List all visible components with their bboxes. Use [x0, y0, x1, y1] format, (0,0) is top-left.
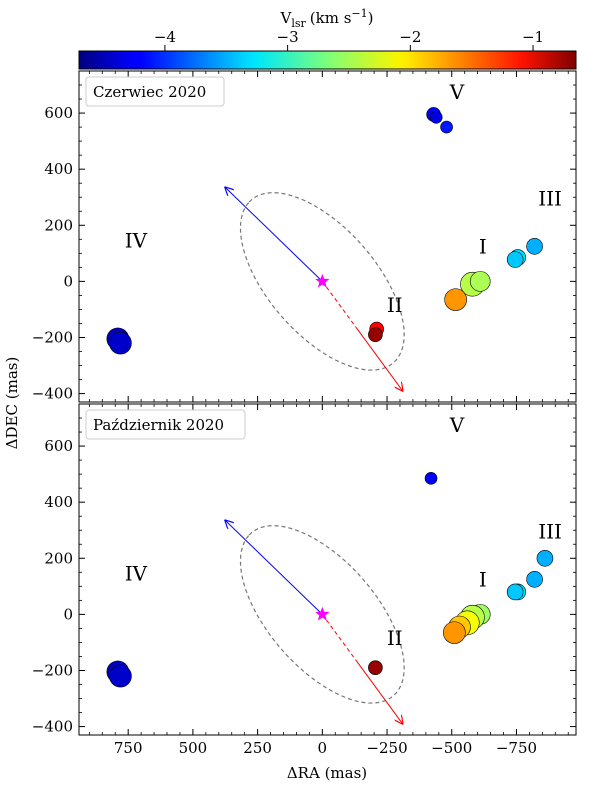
y-tick-label: −200	[32, 328, 73, 346]
colorbar-ticks: −4 −3 −2 −1	[154, 28, 544, 51]
y-tick-label: −400	[32, 385, 73, 403]
colorbar-tick-label: −3	[277, 28, 299, 46]
group-label: V	[449, 413, 465, 437]
maser-spot	[109, 664, 132, 688]
outflow-arrow-red	[355, 660, 403, 723]
y-tick-label: 0	[63, 272, 73, 290]
y-tick-label: 600	[44, 104, 73, 122]
y-tick-label: 400	[44, 493, 73, 511]
disk-ellipse	[239, 192, 405, 371]
y-tick-label: −400	[32, 718, 73, 736]
maser-spot	[536, 549, 554, 567]
maser-spot	[368, 327, 383, 342]
group-label: III	[538, 520, 562, 544]
maser-spot	[368, 660, 383, 675]
x-tick-label: 250	[243, 739, 272, 757]
maser-spot	[109, 331, 132, 355]
maser-spot	[429, 110, 443, 124]
outflow-arrow-red-dashed	[321, 614, 357, 661]
colorbar-tick-label: −1	[522, 28, 544, 46]
outflow-arrow-red	[355, 327, 403, 390]
y-tick-label: 600	[44, 437, 73, 455]
y-tick-label: 0	[63, 605, 73, 623]
group-label: V	[449, 80, 465, 104]
group-label: I	[479, 567, 487, 591]
center-star	[315, 606, 330, 621]
maser-spot	[424, 472, 438, 485]
maser-spot	[506, 583, 524, 601]
y-tick-label: 400	[44, 160, 73, 178]
group-label: III	[538, 187, 562, 211]
legend-label: Czerwiec 2020	[93, 83, 206, 101]
x-tick-label: 500	[179, 739, 208, 757]
x-axis-label: ΔRA (mas)	[287, 764, 367, 782]
disk-ellipse	[239, 525, 405, 704]
legend-box: Czerwiec 2020	[85, 76, 225, 107]
maser-spot	[526, 238, 543, 255]
panel-frame	[78, 70, 577, 403]
group-label: I	[479, 234, 487, 258]
x-tick-label: −750	[496, 739, 537, 757]
outflow-arrow-red-dashed	[321, 281, 357, 328]
maser-spot	[469, 271, 491, 292]
colorbar-label: Vlsr (km s−1)	[280, 7, 374, 30]
x-tick-label: −250	[366, 739, 407, 757]
maser-spot	[506, 251, 524, 268]
legend-label: Październik 2020	[93, 416, 224, 434]
group-label: II	[387, 626, 403, 650]
y-tick-label: 200	[44, 216, 73, 234]
maser-spot	[444, 288, 467, 311]
center-star	[315, 273, 330, 288]
y-axis-label: ΔDEC (mas)	[3, 357, 21, 450]
group-label: II	[387, 293, 403, 317]
colorbar-gradient	[78, 50, 577, 70]
x-tick-label: −500	[431, 739, 472, 757]
colorbar: Vlsr (km s−1) −4 −3 −2 −1	[78, 7, 577, 70]
y-tick-label: 200	[44, 549, 73, 567]
group-label: IV	[125, 562, 148, 586]
x-tick-label: 0	[318, 739, 328, 757]
x-tick-label: 750	[114, 739, 143, 757]
outflow-arrow-blue	[225, 520, 323, 615]
outflow-arrow-blue	[225, 187, 323, 282]
maser-spot	[526, 571, 543, 588]
group-label: IV	[125, 229, 148, 253]
y-tick-label: −200	[32, 661, 73, 679]
colorbar-tick-label: −2	[399, 28, 421, 46]
maser-spot	[440, 120, 453, 134]
colorbar-tick-label: −4	[154, 28, 176, 46]
panel-frame	[78, 403, 577, 736]
legend-box: Październik 2020	[85, 409, 246, 440]
maser-spot	[443, 621, 466, 644]
